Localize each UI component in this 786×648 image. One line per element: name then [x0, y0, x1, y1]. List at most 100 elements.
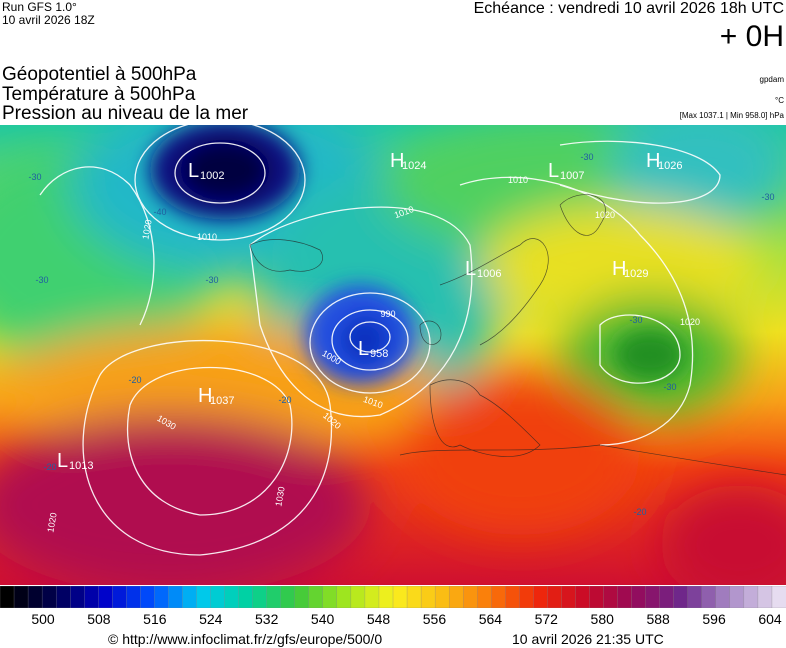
colorbar-swatch: [154, 586, 170, 608]
colorbar-swatch: [547, 586, 563, 608]
colorbar-label: 556: [422, 611, 447, 627]
colorbar-swatch: [126, 586, 142, 608]
colorbar-swatch: [84, 586, 99, 608]
pressure-value: 958: [370, 348, 388, 360]
forecast-time: Echéance : vendredi 10 avril 2026 18h UT…: [473, 0, 784, 17]
unit-label: gpdam: [759, 75, 784, 84]
colorbar-swatch: [561, 586, 577, 608]
pressure-value: 1007: [560, 170, 584, 182]
pressure-letter: H: [198, 385, 212, 407]
temperature-label: -30: [629, 315, 642, 325]
colorbar-swatch: [13, 586, 29, 608]
pressure-letter: H: [390, 150, 404, 172]
colorbar-swatch: [350, 586, 366, 608]
temperature-label: -30: [35, 275, 48, 285]
colorbar-swatch: [673, 586, 689, 608]
colorbar-swatch: [505, 586, 520, 608]
colorbar-swatch: [757, 586, 773, 608]
colorbar-swatch: [55, 586, 71, 608]
temperature-label: -20: [43, 462, 56, 472]
isobars: [39, 125, 721, 556]
colorbar-swatch: [631, 586, 647, 608]
isobar-label: 1030: [273, 486, 286, 507]
temperature-label: -30: [663, 382, 676, 392]
temperature-label: -30: [761, 192, 774, 202]
colorbar-swatch: [294, 586, 310, 608]
colorbar-swatch: [266, 586, 282, 608]
temperature-label: -20: [633, 507, 646, 517]
field-title: Pression au niveau de la mer: [2, 103, 249, 124]
temperature-label: -20: [128, 375, 141, 385]
temperature-label: -30: [205, 275, 218, 285]
pressure-letter: L: [465, 258, 476, 280]
colorbar-swatch: [603, 586, 619, 608]
colorbar-swatch: [701, 586, 717, 608]
source-link: © http://www.infoclimat.fr/z/gfs/europe/…: [108, 631, 383, 647]
pressure-value: 1037: [210, 395, 234, 407]
pressure-value: 1006: [477, 268, 501, 280]
unit-label: [Max 1037.1 | Min 958.0] hPa: [679, 111, 784, 120]
colorbar-swatch: [27, 586, 43, 608]
colorbar-swatch: [252, 586, 268, 608]
field-title: Température à 500hPa: [2, 84, 196, 105]
colorbar-swatch: [729, 586, 745, 608]
colorbar-swatch: [575, 586, 591, 608]
colorbar-swatch: [364, 586, 380, 608]
colorbar-swatch: [196, 586, 212, 608]
colorbar-swatch: [238, 586, 254, 608]
colorbar-label: 596: [702, 611, 726, 627]
colorbar-swatch: [336, 586, 352, 608]
pressure-value: 1024: [402, 160, 426, 172]
colorbar-swatch: [168, 586, 184, 608]
colorbar-swatch: [392, 586, 408, 608]
colorbar-swatch: [98, 586, 113, 608]
colorbar-swatch: [463, 586, 478, 608]
isobar-label: 1020: [680, 317, 700, 327]
pressure-value: 1026: [658, 160, 682, 172]
colorbar-swatch: [112, 586, 127, 608]
isobar-label: 1020: [140, 219, 153, 240]
colorbar-label: 532: [255, 611, 279, 627]
pressure-value: 1013: [69, 460, 93, 472]
field-title: Géopotentiel à 500hPa: [2, 64, 197, 85]
pressure-letter: L: [57, 450, 68, 472]
colorbar-swatch: [771, 586, 786, 608]
lead-time: + 0H: [719, 20, 784, 53]
temperature-label: -30: [28, 172, 41, 182]
colorbar-swatch: [406, 586, 422, 608]
unit-label: °C: [775, 96, 784, 105]
colorbar-swatch: [743, 586, 759, 608]
run-label: Run GFS 1.0°: [2, 0, 77, 14]
colorbar-swatch: [140, 586, 156, 608]
colorbar-swatch: [182, 586, 198, 608]
pressure-letter: L: [548, 160, 559, 182]
isobar-label: 1010: [508, 175, 528, 185]
colorbar-labels: 500 508 516 524 532 540 548 556 564 572 580 588 596 6…: [0, 611, 786, 629]
temperature-label: -40: [153, 207, 166, 217]
coastlines: [249, 194, 786, 476]
colorbar-swatch: [210, 586, 226, 608]
colorbar-swatch: [659, 586, 675, 608]
colorbar-swatch: [645, 586, 661, 608]
colorbar-swatch: [448, 586, 464, 608]
colorbar-swatch: [715, 586, 731, 608]
colorbar-label: 500: [31, 611, 55, 627]
colorbar-label: 508: [87, 611, 111, 627]
colorbar-swatch: [434, 586, 450, 608]
colorbar-swatch: [308, 586, 324, 608]
colorbar-swatch: [533, 586, 549, 608]
generated-time: 10 avril 2026 21:35 UTC: [512, 631, 664, 647]
colorbar-label: 540: [310, 611, 335, 627]
colorbar-label: 604: [758, 611, 782, 627]
colorbar-swatch: [378, 586, 394, 608]
run-date: 10 avril 2026 18Z: [2, 13, 95, 27]
colorbar-swatch: [41, 586, 57, 608]
colorbar-swatch: [519, 586, 535, 608]
colorbar: [0, 586, 786, 608]
colorbar-swatch: [420, 586, 436, 608]
colorbar-label: 564: [478, 611, 503, 627]
pressure-value: 1029: [624, 268, 648, 280]
colorbar-swatch: [477, 586, 492, 608]
